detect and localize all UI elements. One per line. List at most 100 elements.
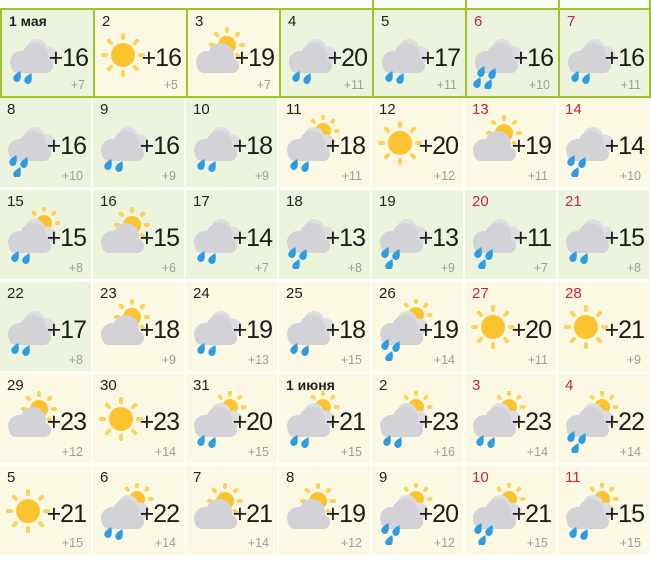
day-number: 7 — [567, 13, 576, 30]
previous-week-day-cell-partial — [372, 0, 465, 10]
day-high-temp: +23 — [139, 408, 180, 436]
calendar-day-cell[interactable]: 19 +13 +9 — [372, 190, 465, 282]
day-number: 30 — [100, 377, 117, 394]
day-low-temp: +11 — [343, 77, 364, 92]
day-low-temp: +14 — [526, 444, 548, 459]
day-low-temp: +12 — [433, 168, 455, 183]
day-high-temp: +17 — [46, 316, 87, 344]
day-number: 9 — [100, 101, 109, 118]
calendar-day-cell[interactable]: 9 +20 +12 — [372, 466, 465, 557]
day-low-temp: +8 — [68, 352, 83, 367]
day-high-temp: +20 — [232, 408, 273, 436]
day-number: 14 — [565, 101, 582, 118]
day-number: 2 — [379, 377, 388, 394]
calendar-day-cell[interactable]: 26 +19 +14 — [372, 282, 465, 374]
day-high-temp: +22 — [604, 408, 645, 436]
calendar-day-cell[interactable]: 25 +18 +15 — [279, 282, 372, 374]
calendar-day-cell[interactable]: 30 +23 +14 — [93, 374, 186, 466]
calendar-day-cell[interactable]: 13 +19 +11 — [465, 98, 558, 190]
calendar-day-cell[interactable]: 4 +22 +14 — [558, 374, 651, 466]
day-low-temp: +7 — [70, 77, 85, 92]
day-high-temp: +15 — [139, 224, 180, 252]
calendar-day-cell[interactable]: 24 +19 +13 — [186, 282, 279, 374]
calendar-day-cell[interactable]: 3 +23 +14 — [465, 374, 558, 466]
calendar-day-cell[interactable]: 3 +19 +7 — [186, 8, 279, 98]
previous-week-day-cell-partial — [465, 0, 558, 10]
calendar-day-cell[interactable]: 8 +19 +12 — [279, 466, 372, 557]
day-number: 31 — [193, 377, 210, 394]
weather-icon-sun — [374, 115, 434, 177]
day-number: 11 — [565, 469, 581, 486]
day-low-temp: +15 — [619, 535, 641, 550]
day-low-temp: +14 — [433, 352, 455, 367]
weather-icon-cloud-rain — [281, 207, 341, 269]
calendar-day-cell[interactable]: 1 июня +21 +15 — [279, 374, 372, 466]
calendar-day-cell[interactable]: 10 +18 +9 — [186, 98, 279, 190]
calendar-day-cell[interactable]: 4 +20 +11 — [279, 8, 372, 98]
day-high-temp: +16 — [46, 132, 87, 160]
day-high-temp: +20 — [418, 132, 459, 160]
calendar-day-cell[interactable]: 20 +11 +7 — [465, 190, 558, 282]
calendar-day-cell[interactable]: 31 +20 +15 — [186, 374, 279, 466]
calendar-day-cell[interactable]: 10 +21 +15 — [465, 466, 558, 557]
day-low-temp: +12 — [61, 444, 83, 459]
calendar-day-cell[interactable]: 6 +22 +14 — [93, 466, 186, 557]
calendar-day-cell[interactable]: 11 +15 +15 — [558, 466, 651, 557]
day-low-temp: +14 — [154, 535, 176, 550]
calendar-day-cell[interactable]: 6 +16 +10 — [465, 8, 558, 98]
calendar-day-cell[interactable]: 5 +17 +11 — [372, 8, 465, 98]
calendar-day-cell[interactable]: 15 +15 +8 — [0, 190, 93, 282]
calendar-day-cell[interactable]: 23 +18 +9 — [93, 282, 186, 374]
day-low-temp: +15 — [61, 535, 83, 550]
day-number: 4 — [288, 13, 297, 30]
calendar-day-cell[interactable]: 12 +20 +12 — [372, 98, 465, 190]
day-low-temp: +11 — [341, 168, 362, 183]
calendar-day-cell[interactable]: 16 +15 +6 — [93, 190, 186, 282]
day-high-temp: +21 — [604, 316, 645, 344]
day-low-temp: +15 — [247, 444, 269, 459]
day-number: 17 — [193, 193, 210, 210]
day-high-temp: +17 — [420, 44, 461, 72]
day-high-temp: +23 — [511, 408, 552, 436]
weather-icon-cloud-rain — [469, 27, 529, 89]
day-high-temp: +19 — [232, 316, 273, 344]
calendar-day-cell[interactable]: 1 мая +16 +7 — [0, 8, 93, 98]
calendar-day-cell[interactable]: 28 +21 +9 — [558, 282, 651, 374]
calendar-day-cell[interactable]: 2 +16 +5 — [93, 8, 186, 98]
calendar-week-row: 22 +17 +8 23 +18 +9 24 +19 +13 25 +18 +15 26 +19… — [0, 282, 651, 374]
calendar-day-cell[interactable]: 5 +21 +15 — [0, 466, 93, 557]
calendar-day-cell[interactable]: 22 +17 +8 — [0, 282, 93, 374]
day-high-temp: +16 — [513, 44, 554, 72]
calendar-day-cell[interactable]: 2 +23 +16 — [372, 374, 465, 466]
calendar-day-cell[interactable]: 27 +20 +11 — [465, 282, 558, 374]
day-low-temp: +10 — [619, 168, 641, 183]
calendar-day-cell[interactable]: 9 +16 +9 — [93, 98, 186, 190]
calendar-day-cell[interactable]: 8 +16 +10 — [0, 98, 93, 190]
day-low-temp: +10 — [61, 168, 83, 183]
day-number: 8 — [7, 101, 16, 118]
weather-icon-sun-cloud — [2, 391, 62, 453]
calendar-day-cell[interactable]: 7 +21 +14 — [186, 466, 279, 557]
calendar-day-cell[interactable]: 18 +13 +8 — [279, 190, 372, 282]
day-low-temp: +9 — [626, 352, 641, 367]
calendar-day-cell[interactable]: 14 +14 +10 — [558, 98, 651, 190]
calendar-day-cell[interactable]: 21 +15 +8 — [558, 190, 651, 282]
weather-icon-sun — [560, 299, 620, 361]
calendar-day-cell[interactable]: 17 +14 +7 — [186, 190, 279, 282]
day-number: 1 июня — [286, 377, 335, 393]
day-low-temp: +13 — [247, 352, 269, 367]
day-low-temp: +8 — [347, 260, 362, 275]
weather-icon-cloud-rain — [188, 115, 248, 177]
day-high-temp: +15 — [46, 224, 87, 252]
weather-icon-sun — [97, 27, 157, 89]
day-high-temp: +15 — [604, 500, 645, 528]
day-number: 6 — [474, 13, 483, 30]
day-high-temp: +19 — [325, 500, 366, 528]
calendar-day-cell[interactable]: 11 +18 +11 — [279, 98, 372, 190]
day-number: 27 — [472, 285, 489, 302]
calendar-day-cell[interactable]: 29 +23 +12 — [0, 374, 93, 466]
weather-icon-sun-cloud — [281, 483, 341, 545]
calendar-day-cell[interactable]: 7 +16 +11 — [558, 8, 651, 98]
day-number: 2 — [102, 13, 111, 30]
